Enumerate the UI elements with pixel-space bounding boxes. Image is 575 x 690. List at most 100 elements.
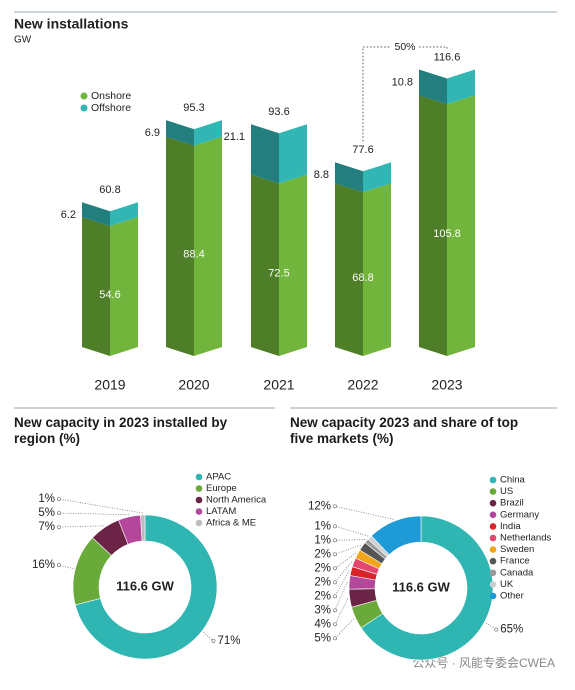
legend-label: Africa & ME: [206, 518, 256, 529]
x-tick-label: 2022: [347, 377, 378, 393]
bar-face: [82, 217, 110, 356]
legend-marker: [489, 499, 497, 507]
leader-line: [58, 498, 143, 514]
bar-face: [194, 120, 222, 146]
legend-marker: [489, 592, 497, 600]
leader-line: [334, 570, 350, 597]
legend-label: LATAM: [206, 506, 236, 517]
legend-label: Canada: [500, 567, 534, 578]
bar-face: [251, 124, 279, 184]
bar-face: [335, 183, 363, 356]
bar-shade: [419, 69, 447, 105]
legend-label: Germany: [500, 509, 539, 520]
bar-segment: [335, 162, 391, 193]
bar-shade: [166, 120, 194, 146]
leader-dot: [57, 525, 61, 529]
annotation: 50%: [394, 41, 415, 53]
leader-line: [334, 525, 369, 537]
bar-face: [194, 136, 222, 356]
total-label: 95.3: [183, 102, 204, 114]
bar-segment: [166, 136, 222, 356]
x-tick-label: 2023: [431, 377, 462, 393]
legend-marker: [489, 546, 497, 553]
x-tick-label: 2021: [263, 377, 294, 393]
bar-segment: [166, 120, 222, 146]
value-label: 88.4: [183, 249, 204, 261]
bar-shade: [251, 124, 279, 184]
center-label: 116.6 GW: [392, 579, 451, 594]
legend-marker: [195, 508, 203, 515]
legend-marker: [489, 476, 497, 484]
value-label: 7%: [38, 521, 55, 533]
total-label: 77.6: [352, 144, 373, 156]
center-label: 116.6 GW: [116, 578, 175, 593]
bar-face: [166, 136, 194, 356]
legend-label: France: [500, 556, 530, 567]
bar-segment: [251, 124, 307, 184]
bar-segment: [251, 174, 307, 356]
legend-marker: [195, 485, 203, 492]
legend-marker: [489, 511, 497, 519]
leader-dot: [333, 608, 337, 613]
leader-line: [334, 581, 348, 611]
bar-segment: [82, 202, 138, 227]
value-label: 10.8: [392, 76, 413, 88]
legend-label: Onshore: [91, 90, 131, 102]
legend-label: APAC: [206, 472, 231, 483]
value-label: 21.1: [224, 131, 245, 143]
value-label: 3%: [314, 604, 331, 616]
leader-dot: [333, 594, 337, 599]
leader-line: [334, 598, 349, 625]
chart-title: New installations: [14, 16, 129, 32]
leader-dot: [211, 638, 216, 643]
leader-dot: [333, 538, 337, 543]
leader-line: [58, 512, 129, 516]
total-label: 116.6: [434, 51, 461, 63]
bar-face: [279, 174, 307, 356]
bar-shade: [335, 183, 363, 356]
leader-dot: [57, 511, 61, 515]
value-label: 2%: [314, 562, 331, 574]
leader-dot: [333, 524, 337, 529]
legend-label: Europe: [206, 483, 237, 494]
value-label: 65%: [500, 624, 523, 636]
annotation-bracket: [362, 46, 448, 142]
bar-face: [110, 202, 138, 227]
legend-marker: [195, 473, 203, 481]
value-label: 1%: [38, 493, 55, 505]
leader-line: [203, 632, 214, 642]
leader-dot: [494, 627, 499, 632]
leader-dot: [333, 580, 337, 585]
value-label: 12%: [308, 500, 331, 512]
donut-slice: [370, 515, 422, 556]
total-label: 60.8: [99, 184, 120, 196]
value-label: 4%: [314, 618, 331, 630]
legend-label: China: [500, 475, 526, 486]
bar-shade: [82, 217, 110, 356]
legend-marker: [80, 92, 88, 100]
legend-marker: [489, 581, 497, 588]
value-label: 5%: [314, 632, 331, 644]
legend-marker: [489, 534, 497, 542]
bar-face: [251, 174, 279, 356]
x-tick-label: 2019: [94, 377, 125, 393]
value-label: 72.5: [268, 268, 289, 280]
value-label: 1%: [314, 534, 331, 546]
legend-marker: [195, 519, 203, 527]
value-label: 6.2: [61, 209, 76, 221]
value-label: 2%: [314, 576, 331, 588]
legend-label: US: [500, 486, 513, 497]
bar-face: [363, 162, 391, 193]
bar-face: [363, 183, 391, 356]
bar-shade: [166, 136, 194, 356]
chart-title: New capacity in 2023 installed by region…: [14, 415, 228, 446]
bar-segment: [335, 183, 391, 356]
total-label: 93.6: [268, 106, 289, 118]
leader-dot: [333, 622, 337, 627]
bar-shade: [335, 162, 363, 193]
value-label: 68.8: [352, 272, 373, 284]
legend-marker: [80, 104, 88, 112]
legend-label: Other: [500, 591, 524, 602]
bar-face: [82, 202, 110, 227]
